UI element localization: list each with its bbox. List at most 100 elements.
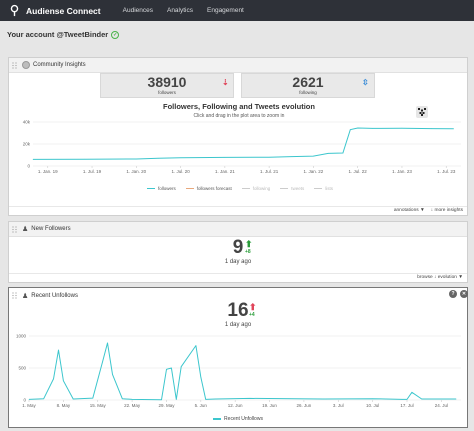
unfollows-data-point <box>180 366 182 368</box>
y-tick-label: 20k <box>23 142 31 147</box>
new-followers-count: 9 <box>232 237 244 258</box>
new-followers-title: New Followers <box>31 226 71 232</box>
evolution-chart[interactable]: 0 20k 40k 1. Jan. 19 1. Jul. 19 1. Jan. 20 1. … <box>9 120 469 192</box>
unfollows-count: 16 <box>227 300 249 321</box>
evolution-chart-subtitle: Click and drag in the plot area to zoom … <box>193 113 285 119</box>
arrow-up-red-icon: ⬆ <box>249 302 257 312</box>
followers-data-point <box>313 155 314 157</box>
unfollows-data-point <box>195 345 197 346</box>
x-tick-label: 12. Jun <box>228 403 243 408</box>
more-insights-button[interactable]: ↓ more insights <box>430 208 463 213</box>
legend-tweets-swatch <box>280 187 289 190</box>
unfollows-delta: +4 <box>249 312 255 318</box>
drag-handle-icon[interactable] <box>12 61 18 69</box>
unfollows-data-point <box>58 349 59 351</box>
legend-lists-label: lists <box>325 186 334 191</box>
recent-unfollows-panel: ♟ Recent Unfollows ? ✕ 16 ⬆ +4 1 day ago… <box>8 287 468 428</box>
unfollows-data-point <box>249 398 251 399</box>
legend-tweets[interactable]: tweets <box>280 186 304 191</box>
x-tick-label: 3. Jul <box>333 403 344 408</box>
y-tick-label: 40k <box>23 120 31 125</box>
following-count: 2621 <box>292 74 324 90</box>
unfollows-legend[interactable]: Recent Unfollows <box>9 416 467 422</box>
nav-audiences[interactable]: Audiences <box>122 7 153 14</box>
annotations-button[interactable]: annotations ▼ <box>393 208 425 213</box>
legend-forecast-label: followers forecast <box>196 186 232 191</box>
nav-engagement[interactable]: Engagement <box>207 7 244 14</box>
legend-lists[interactable]: lists <box>314 186 333 191</box>
followers-data-point <box>431 128 432 129</box>
x-tick-label: 1. Jul. 22 <box>349 169 368 174</box>
legend-tweets-label: tweets <box>291 186 305 191</box>
account-heading: Your account @TweetBinder ✓ <box>7 30 120 39</box>
x-tick-label: 1. Jan. 21 <box>215 169 235 174</box>
community-avatar-icon <box>22 61 30 69</box>
unfollows-data-point <box>131 399 133 400</box>
x-tick-label: 1. Jul. 20 <box>171 169 190 174</box>
unfollows-data-point <box>166 368 167 370</box>
arrow-down-red-icon: ⇣ <box>222 78 229 87</box>
brand-name[interactable]: Audiense Connect <box>26 5 101 16</box>
unfollows-data-point <box>53 378 54 380</box>
help-icon[interactable]: ? <box>449 290 457 298</box>
legend-followers-forecast[interactable]: followers forecast <box>185 186 232 191</box>
unfollows-data-point <box>63 380 64 382</box>
followers-stat: 38910 followers <box>100 73 234 98</box>
equal-arrow-icon: ⇳ <box>362 78 369 87</box>
unfollows-data-point <box>411 392 413 393</box>
unfollows-chart[interactable]: 0 500 1000 1. May 8. May 15. May 22. May 29. Ma… <box>9 332 467 412</box>
x-tick-label: 5. Jun <box>195 403 208 408</box>
unfollows-data-point <box>455 398 457 400</box>
followers-count: 38910 <box>147 74 187 90</box>
audiense-logo-icon[interactable] <box>6 3 22 19</box>
followers-data-point <box>268 156 270 158</box>
legend-followers-swatch <box>147 187 155 190</box>
unfollows-count-wrap: 16 <box>9 301 467 320</box>
x-tick-label: 1. Jan. 20 <box>126 169 146 174</box>
community-insights-panel: Community Insights 38910 followers ⇣ 262… <box>8 57 468 216</box>
followers-data-point <box>350 129 351 130</box>
drag-handle-icon[interactable] <box>12 292 18 299</box>
followers-data-point <box>290 156 292 157</box>
evolution-legend: followers followers forecast following t… <box>147 186 333 191</box>
x-tick-label: 26. Jun <box>297 403 312 408</box>
evolution-chart-title: Followers, Following and Tweets evolutio… <box>163 102 315 111</box>
legend-following[interactable]: following <box>241 186 270 191</box>
new-followers-header: ♟ New Followers <box>9 222 467 237</box>
followers-data-point <box>372 128 373 129</box>
nav-analytics[interactable]: Analytics <box>166 7 193 14</box>
x-tick-label: 1. Jan. 23 <box>392 169 412 174</box>
chart-menu-icon[interactable] <box>416 106 428 118</box>
new-followers-ago: 1 day ago <box>224 259 252 265</box>
arrow-up-green-icon: ⬆ <box>245 239 253 249</box>
unfollows-data-point <box>406 399 408 400</box>
y-tick-label: 500 <box>18 366 26 371</box>
x-tick-label: 1. Jul. 21 <box>260 169 279 174</box>
unfollows-data-point <box>401 399 403 400</box>
unfollows-data-point <box>112 374 113 375</box>
followers-data-point <box>180 157 181 159</box>
x-tick-label: 17. Jul <box>400 403 413 408</box>
unfollows-data-point <box>161 399 162 400</box>
unfollows-data-point <box>107 342 108 344</box>
legend-followers[interactable]: followers <box>147 186 176 191</box>
community-insights-title: Community Insights <box>33 62 86 68</box>
close-icon[interactable]: ✕ <box>460 290 468 298</box>
unfollows-data-point <box>72 398 74 400</box>
followers-data-point <box>327 153 329 154</box>
x-tick-label: 15. May <box>90 403 107 408</box>
unfollows-data-point <box>200 376 202 378</box>
y-tick-label: 1000 <box>16 334 27 339</box>
followers-data-point <box>158 158 159 159</box>
followers-data-point <box>224 157 226 158</box>
followers-data-point <box>453 128 454 130</box>
x-tick-label: 19. Jun <box>262 403 277 408</box>
user-plus-icon: ♟ <box>22 226 29 233</box>
x-tick-label: 1. Jul. 19 <box>83 169 102 174</box>
y-tick-label: 0 <box>27 164 30 169</box>
drag-handle-icon[interactable] <box>12 225 18 233</box>
browse-evolution-button[interactable]: browse ↓ evolution ▼ <box>417 275 463 280</box>
following-label: following <box>299 90 317 95</box>
legend-unfollows-label: Recent Unfollows <box>224 416 263 422</box>
verified-check-icon: ✓ <box>111 30 120 39</box>
